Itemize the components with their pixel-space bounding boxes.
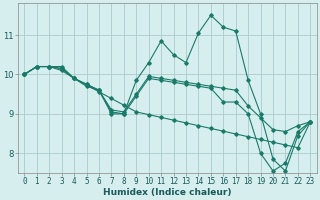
X-axis label: Humidex (Indice chaleur): Humidex (Indice chaleur) xyxy=(103,188,232,197)
